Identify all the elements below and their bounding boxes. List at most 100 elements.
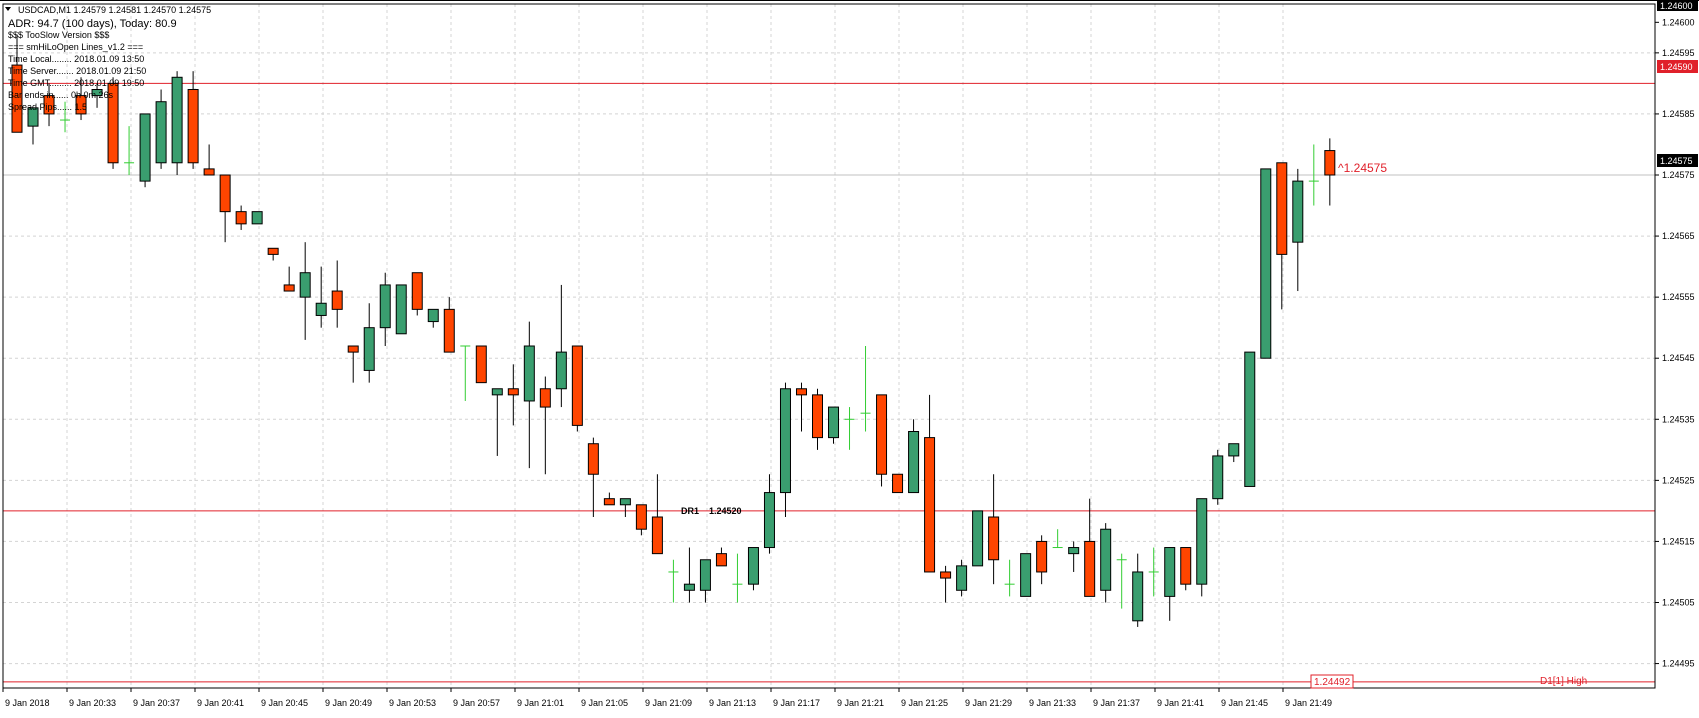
candle: [828, 406, 840, 444]
candle: [1004, 559, 1015, 597]
candle-body: [876, 394, 888, 475]
candle: [683, 547, 695, 603]
candle-body: [812, 394, 823, 439]
candle: [972, 510, 984, 567]
x-tick-label: 9 Jan 21:21: [837, 698, 884, 708]
candle-body: [1180, 547, 1192, 585]
candle: [1324, 138, 1336, 206]
candle: [1148, 547, 1159, 597]
candle: [555, 284, 567, 408]
candle-body: [539, 388, 551, 408]
candle-body: [507, 388, 519, 396]
candle-body: [988, 516, 1000, 561]
candle-body: [619, 498, 631, 506]
candle-body: [75, 95, 87, 115]
candle-body: [11, 64, 23, 133]
x-tick-label: 9 Jan 20:57: [453, 698, 500, 708]
candle-series: [11, 34, 1336, 627]
candle-body: [235, 211, 247, 225]
y-tick-label: 1.24545: [1662, 353, 1695, 363]
candle-body: [395, 284, 407, 335]
lower-level-inline-value: 1.24492: [1314, 677, 1351, 688]
candle-body: [475, 345, 487, 384]
candle: [956, 559, 968, 597]
candle-body: [571, 345, 583, 426]
candle: [315, 266, 327, 328]
candle: [283, 266, 295, 292]
candle-body: [1132, 571, 1144, 622]
candle: [699, 559, 711, 603]
candle: [1196, 498, 1208, 597]
candle: [860, 346, 871, 432]
candle: [876, 394, 888, 487]
candle-body: [219, 174, 231, 213]
candle: [619, 498, 631, 517]
dr1-label: DR1: [681, 506, 699, 516]
candle-body: [379, 284, 391, 329]
candle: [1020, 553, 1032, 597]
candle: [379, 272, 391, 346]
candle: [1164, 547, 1176, 621]
candle: [844, 407, 855, 450]
candle: [1084, 498, 1096, 597]
candle: [908, 419, 920, 494]
level-lines: [3, 82, 1655, 683]
candle-body: [427, 308, 439, 323]
candle: [91, 83, 103, 108]
candle: [107, 77, 119, 169]
candle: [11, 34, 23, 133]
candle: [124, 126, 135, 175]
candle-body: [715, 553, 727, 567]
candle: [587, 437, 599, 517]
candle-body: [331, 290, 343, 310]
candle: [27, 107, 39, 145]
x-tick-label: 9 Jan 20:45: [261, 698, 308, 708]
collapse-triangle-icon[interactable]: [5, 7, 11, 11]
candle: [1260, 168, 1272, 359]
y-tick-label: 1.24555: [1662, 292, 1695, 302]
candle-body: [347, 345, 359, 353]
top-price-tag: [1657, 0, 1698, 11]
x-tick-label: 9 Jan 20:49: [325, 698, 372, 708]
bid-price-label: ^1.24575: [1338, 161, 1387, 175]
candle: [475, 345, 487, 384]
candle: [1036, 535, 1048, 585]
candle: [940, 565, 952, 603]
candle-body: [924, 437, 936, 573]
candle-body: [795, 388, 807, 396]
candle-body: [155, 101, 167, 164]
candle-body: [651, 516, 663, 555]
candle-body: [1212, 455, 1224, 500]
candle-body: [603, 498, 615, 506]
candle: [988, 474, 1000, 585]
candle: [139, 113, 151, 188]
candle: [1180, 547, 1192, 591]
candle: [603, 492, 615, 506]
lower-level-inline-tag: [1310, 674, 1354, 689]
x-tick-label: 9 Jan 21:01: [517, 698, 564, 708]
candle-body: [779, 388, 791, 494]
x-tick-label: 9 Jan 20:33: [69, 698, 116, 708]
candle-body: [972, 510, 984, 567]
info-line-6: Spread Pips...... 1.5: [8, 102, 87, 112]
candle: [635, 504, 647, 536]
candle: [331, 260, 343, 328]
info-line-0: $$$ TooSlow Version $$$: [8, 30, 109, 40]
y-tick-label: 1.24600: [1662, 17, 1695, 27]
top-price-value: 1.24600: [1660, 1, 1693, 11]
candle: [1292, 168, 1304, 292]
x-tick-label: 9 Jan 21:09: [645, 698, 692, 708]
candle-body: [299, 272, 311, 298]
x-tick-label: 9 Jan 21:41: [1157, 698, 1204, 708]
d1-high-label: D1[1] High: [1540, 676, 1587, 687]
candle: [1100, 523, 1112, 603]
candle-body: [1084, 540, 1096, 597]
candle: [43, 83, 55, 127]
candle: [395, 284, 407, 335]
upper-level-price-tag: [1657, 60, 1698, 73]
x-tick-label: 9 Jan 21:45: [1221, 698, 1268, 708]
candle: [363, 303, 375, 383]
